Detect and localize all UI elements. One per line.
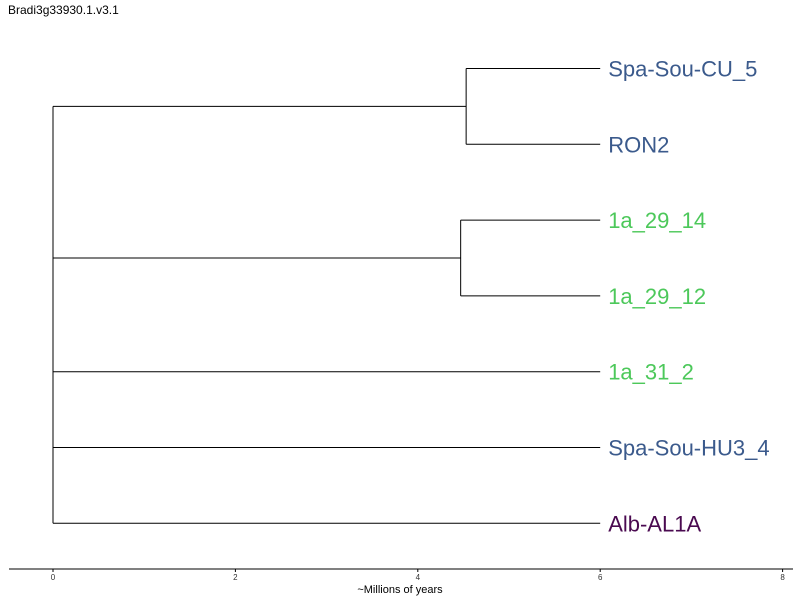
x-axis-title: ~Millions of years (357, 584, 443, 596)
figure-title: Bradi3g33930.1.v3.1 (8, 3, 119, 17)
tip-label-1a_29_12: 1a_29_12 (608, 284, 706, 309)
tip-label-Alb-AL1A: Alb-AL1A (608, 511, 701, 536)
x-tick-label-2: 2 (233, 573, 238, 582)
x-tick-label-0: 0 (51, 573, 56, 582)
x-tick-label-8: 8 (780, 573, 785, 582)
x-tick-label-4: 4 (416, 573, 421, 582)
tip-label-Spa-Sou-CU_5: Spa-Sou-CU_5 (608, 57, 757, 82)
tip-label-RON2: RON2 (608, 132, 669, 157)
tip-label-1a_31_2: 1a_31_2 (608, 360, 694, 385)
x-tick-label-6: 6 (598, 573, 603, 582)
tip-label-1a_29_14: 1a_29_14 (608, 208, 706, 233)
tip-label-Spa-Sou-HU3_4: Spa-Sou-HU3_4 (608, 436, 769, 461)
